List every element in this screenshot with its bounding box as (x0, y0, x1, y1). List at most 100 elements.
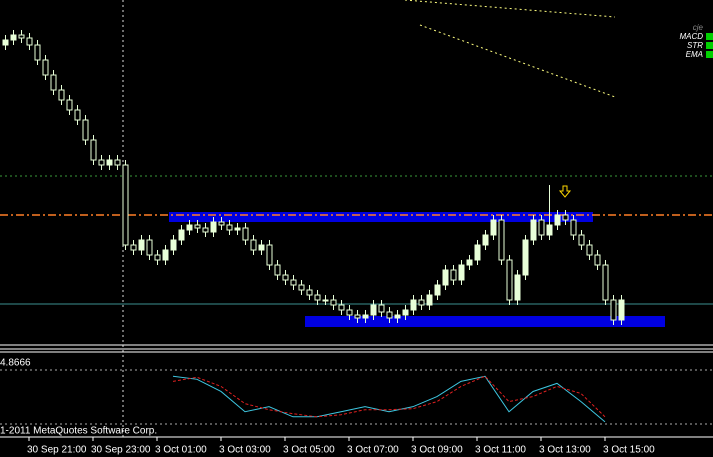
candle-body (434, 284, 441, 296)
indicator-value: 4.8666 (0, 358, 31, 369)
candle-body (338, 304, 345, 311)
candle-body (602, 264, 609, 301)
channel-line (404, 0, 616, 18)
candle-body (266, 244, 273, 266)
x-tick-label: 3 Oct 01:00 (155, 445, 207, 456)
x-tick-label: 3 Oct 03:00 (219, 445, 271, 456)
candle-body (146, 239, 153, 256)
x-tick-label: 3 Oct 11:00 (475, 445, 526, 456)
candle-body (274, 264, 281, 276)
candle-body (450, 269, 457, 281)
candle-body (522, 239, 529, 276)
candle-body (482, 234, 489, 246)
candle-body (162, 249, 169, 261)
candle-body (370, 304, 377, 316)
candle-body (18, 34, 25, 39)
indicator-line (172, 375, 606, 423)
candle-body (474, 244, 481, 261)
candle-body (314, 294, 321, 301)
candle-body (226, 224, 233, 231)
indicator-name: STR (687, 41, 703, 50)
candle-body (578, 234, 585, 246)
candle-body (554, 214, 561, 226)
candle-body (610, 299, 617, 321)
indicator-line (172, 375, 606, 418)
candle-body (546, 224, 553, 236)
x-tick-label: 3 Oct 13:00 (539, 445, 591, 456)
indicator-status (706, 51, 713, 58)
candle-body (74, 109, 81, 121)
candle-body (410, 299, 417, 311)
x-tick-label: 3 Oct 15:00 (603, 445, 655, 456)
candle-body (106, 159, 113, 166)
candle-body (402, 309, 409, 316)
candle-body (66, 99, 73, 111)
indicator-name: cje (693, 23, 704, 32)
candle-body (466, 259, 473, 266)
candle-body (210, 221, 217, 233)
candle-body (178, 229, 185, 241)
candle-body (594, 254, 601, 266)
candle-body (250, 239, 257, 251)
copyright: 1-2011 MetaQuotes Software Corp. (0, 426, 157, 437)
candle-body (242, 227, 249, 241)
indicator-status (706, 33, 713, 40)
candle-body (386, 311, 393, 319)
candle-body (362, 314, 369, 319)
candle-body (50, 74, 57, 91)
candle-body (426, 294, 433, 306)
candle-body (114, 159, 121, 166)
candle-body (442, 269, 449, 286)
signal-arrow (558, 185, 572, 198)
candle-body (570, 219, 577, 236)
candle-body (58, 89, 65, 101)
candle-body (322, 299, 329, 302)
candle-body (490, 219, 497, 236)
candle-body (234, 227, 241, 231)
candle-body (82, 119, 89, 141)
candle-body (458, 264, 465, 281)
candle-body (330, 299, 337, 306)
candle-body (42, 59, 49, 76)
candle-body (418, 299, 425, 306)
candle-body (170, 239, 177, 251)
candle-body (90, 139, 97, 161)
candle-body (130, 244, 137, 251)
candle-body (562, 214, 569, 221)
candle-body (34, 44, 41, 61)
x-tick-label: 3 Oct 09:00 (411, 445, 463, 456)
candle-body (218, 221, 225, 226)
candle-body (154, 254, 161, 261)
candle-body (10, 34, 17, 41)
zone (169, 212, 593, 222)
x-tick-label: 3 Oct 05:00 (283, 445, 335, 456)
candle-body (282, 274, 289, 281)
candle-body (354, 314, 361, 319)
candle-body (514, 274, 521, 301)
candle-body (506, 259, 513, 301)
candle-body (202, 227, 209, 233)
x-tick-label: 30 Sep 21:00 (27, 445, 87, 456)
candle-body (186, 224, 193, 231)
candle-body (498, 219, 505, 261)
candle-body (618, 299, 625, 321)
indicator-name: EMA (686, 50, 703, 59)
zone (305, 316, 665, 327)
candle-body (138, 239, 145, 251)
candle-body (306, 289, 313, 296)
candle-body (378, 304, 385, 313)
candle-body (538, 219, 545, 236)
candle-body (194, 224, 201, 229)
candle-body (98, 159, 105, 166)
candle-body (530, 219, 537, 241)
candle-body (346, 309, 353, 316)
candle-body (290, 279, 297, 286)
indicator-name: MACD (679, 32, 703, 41)
candle-body (2, 39, 9, 46)
x-tick-label: 3 Oct 07:00 (347, 445, 399, 456)
candle-body (122, 164, 129, 246)
indicator-status (706, 42, 713, 49)
x-tick-label: 30 Sep 23:00 (91, 445, 151, 456)
